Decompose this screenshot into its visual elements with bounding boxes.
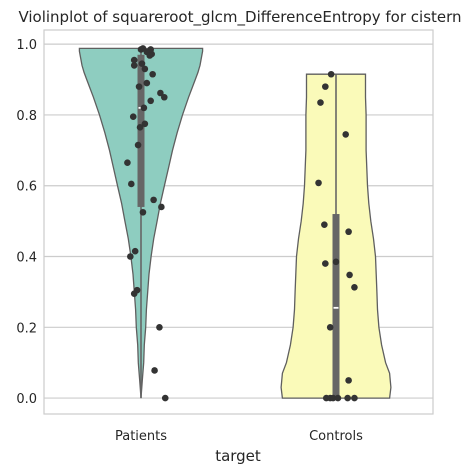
data-point — [342, 131, 350, 138]
data-point — [346, 271, 353, 279]
data-point — [327, 70, 335, 78]
y-tick-label: 0.2 — [16, 321, 37, 336]
data-point — [128, 180, 135, 188]
y-tick-label: 0.6 — [16, 180, 37, 195]
data-point — [344, 394, 351, 402]
data-point — [351, 283, 358, 291]
y-tick-label: 1.0 — [16, 38, 37, 53]
data-point — [321, 221, 328, 228]
data-point — [146, 52, 154, 59]
data-point — [140, 104, 148, 112]
data-point — [161, 394, 169, 402]
data-point — [345, 228, 352, 236]
data-point — [345, 377, 352, 384]
data-point — [130, 62, 138, 69]
data-point — [129, 113, 137, 121]
data-point — [334, 394, 342, 402]
data-point — [158, 203, 165, 211]
box-iqr — [332, 214, 340, 399]
data-point — [150, 196, 157, 204]
data-point — [317, 99, 324, 106]
data-point — [124, 159, 131, 167]
data-point — [149, 70, 156, 78]
data-point — [315, 179, 322, 187]
data-point — [351, 394, 358, 402]
data-point — [141, 65, 149, 73]
box-iqr — [137, 54, 145, 207]
chart-title: Violinplot of squareroot_glcm_Difference… — [18, 8, 461, 27]
y-tick-label: 0.8 — [16, 109, 37, 124]
grid-lines — [44, 43, 433, 399]
data-point — [151, 367, 158, 374]
data-point — [322, 83, 329, 90]
x-axis-title: target — [215, 447, 261, 465]
data-point — [156, 323, 163, 331]
data-point — [139, 208, 147, 216]
data-point — [141, 120, 149, 128]
x-tick-label: Patients — [115, 429, 167, 444]
data-point — [134, 141, 142, 149]
data-point — [157, 89, 164, 97]
data-point — [131, 247, 139, 255]
y-tick-label: 0.4 — [16, 251, 37, 266]
x-axis: Patients Controls — [115, 429, 363, 444]
violin-controls — [280, 70, 392, 402]
data-point — [127, 253, 134, 260]
data-point — [329, 394, 337, 402]
data-point — [138, 60, 146, 67]
data-point — [326, 323, 334, 331]
data-point — [147, 97, 154, 105]
violin-patients — [78, 45, 204, 402]
violins — [78, 45, 392, 402]
data-point — [322, 260, 329, 267]
data-point — [135, 83, 143, 90]
plot-frame — [43, 29, 434, 415]
data-point — [160, 93, 168, 101]
data-point — [136, 124, 144, 131]
data-point — [130, 56, 138, 64]
y-tick-label: 0.0 — [16, 392, 37, 407]
y-axis: 0.0 0.2 0.4 0.6 0.8 1.0 — [16, 38, 37, 407]
data-point — [137, 46, 145, 53]
x-tick-label: Controls — [309, 429, 363, 444]
data-point — [332, 258, 340, 266]
data-point — [143, 79, 151, 87]
data-point — [130, 290, 138, 297]
